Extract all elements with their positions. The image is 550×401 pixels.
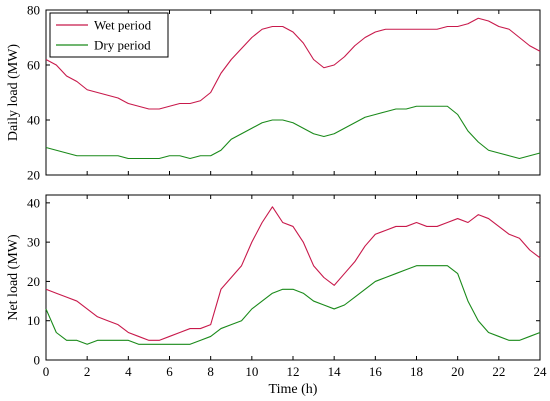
x-axis-label: Time (h) (269, 382, 318, 397)
x-tick-label: 18 (410, 364, 423, 379)
x-tick-label: 0 (43, 364, 50, 379)
y-tick-label: 80 (27, 3, 40, 18)
x-tick-label: 14 (328, 364, 342, 379)
x-tick-label: 16 (369, 364, 383, 379)
x-tick-label: 2 (84, 364, 91, 379)
plot-frame (45, 194, 541, 361)
series-line-green (45, 265, 541, 345)
y-tick-label: 20 (27, 168, 40, 183)
x-tick-label: 12 (287, 364, 300, 379)
legend-box (49, 12, 169, 58)
series-line-red (45, 206, 541, 341)
panel-2 (45, 194, 541, 361)
y-tick-label: 60 (27, 58, 40, 73)
series-line-dry-period (45, 105, 541, 160)
x-tick-label: 4 (125, 364, 132, 379)
y-axis-label: Net load (MW) (6, 234, 21, 321)
y-tick-label: 0 (34, 353, 41, 368)
y-tick-label: 30 (27, 235, 40, 250)
x-tick-label: 22 (492, 364, 505, 379)
y-axis-label: Daily load (MW) (6, 44, 21, 142)
legend-label: Dry period (94, 38, 151, 53)
x-tick-label: 10 (245, 364, 258, 379)
y-tick-label: 20 (27, 274, 40, 289)
x-tick-label: 24 (534, 364, 548, 379)
x-tick-label: 20 (451, 364, 464, 379)
y-tick-label: 40 (27, 195, 40, 210)
series-line-wet-period (45, 17, 541, 110)
y-tick-label: 40 (27, 113, 40, 128)
legend-label: Wet period (94, 18, 152, 33)
x-tick-label: 8 (207, 364, 214, 379)
x-tick-label: 6 (166, 364, 173, 379)
y-tick-label: 10 (27, 313, 40, 328)
panel-1 (45, 9, 541, 176)
